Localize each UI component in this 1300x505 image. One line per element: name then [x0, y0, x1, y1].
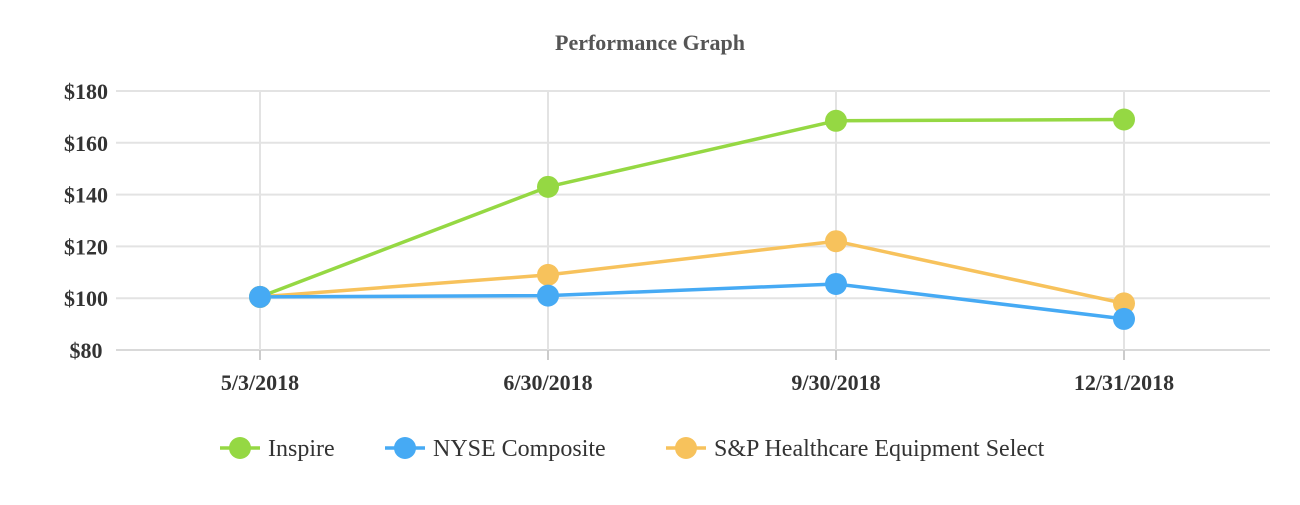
x-tick-label: 12/31/2018	[1074, 370, 1174, 395]
legend-label: Inspire	[268, 436, 335, 462]
legend-item[interactable]: S&P Healthcare Equipment Select	[666, 436, 1045, 462]
data-point-s-p-healthcare-equipment-select[interactable]	[825, 230, 847, 253]
legend-item[interactable]: Inspire	[220, 436, 335, 462]
series-layer	[249, 108, 1135, 330]
y-tick-label: $120	[64, 234, 108, 259]
y-tick-label: $100	[64, 286, 108, 311]
legend-swatch-marker	[675, 437, 697, 459]
x-tick-label: 9/30/2018	[791, 370, 880, 395]
legend-label: NYSE Composite	[433, 436, 606, 462]
data-point-nyse-composite[interactable]	[249, 285, 271, 308]
data-point-s-p-healthcare-equipment-select[interactable]	[537, 263, 559, 286]
data-point-nyse-composite[interactable]	[537, 284, 559, 307]
y-axis: $80 $100 $120 $140 $160 $180	[64, 79, 108, 363]
legend-swatch-marker	[229, 437, 251, 459]
legend-swatch-marker	[394, 437, 416, 459]
y-tick-label: $180	[64, 79, 108, 104]
series-line-nyse-composite	[259, 282, 1125, 321]
chart-title: Performance Graph	[555, 30, 745, 55]
series-line-s-p-healthcare-equipment-select	[259, 239, 1125, 306]
x-tick-label: 6/30/2018	[503, 370, 592, 395]
series-line-inspire	[259, 117, 1125, 299]
data-point-s-p-healthcare-equipment-select[interactable]	[1113, 292, 1135, 315]
y-tick-label: $140	[64, 183, 108, 208]
y-tick-label: $80	[70, 338, 103, 363]
data-point-nyse-composite[interactable]	[825, 272, 847, 295]
data-point-inspire[interactable]	[537, 175, 559, 198]
legend: Inspire NYSE Composite S&P Healthcare Equi…	[220, 436, 1045, 462]
x-tick-label: 5/3/2018	[221, 370, 299, 395]
y-tick-label: $160	[64, 131, 108, 156]
grid-layer	[116, 90, 1270, 351]
data-point-inspire[interactable]	[1113, 108, 1135, 131]
legend-label: S&P Healthcare Equipment Select	[714, 436, 1045, 462]
data-point-nyse-composite[interactable]	[1113, 307, 1135, 330]
x-axis: 5/3/2018 6/30/2018 9/30/2018 12/31/2018	[221, 350, 1174, 395]
legend-item[interactable]: NYSE Composite	[385, 436, 606, 462]
data-point-inspire[interactable]	[825, 109, 847, 132]
